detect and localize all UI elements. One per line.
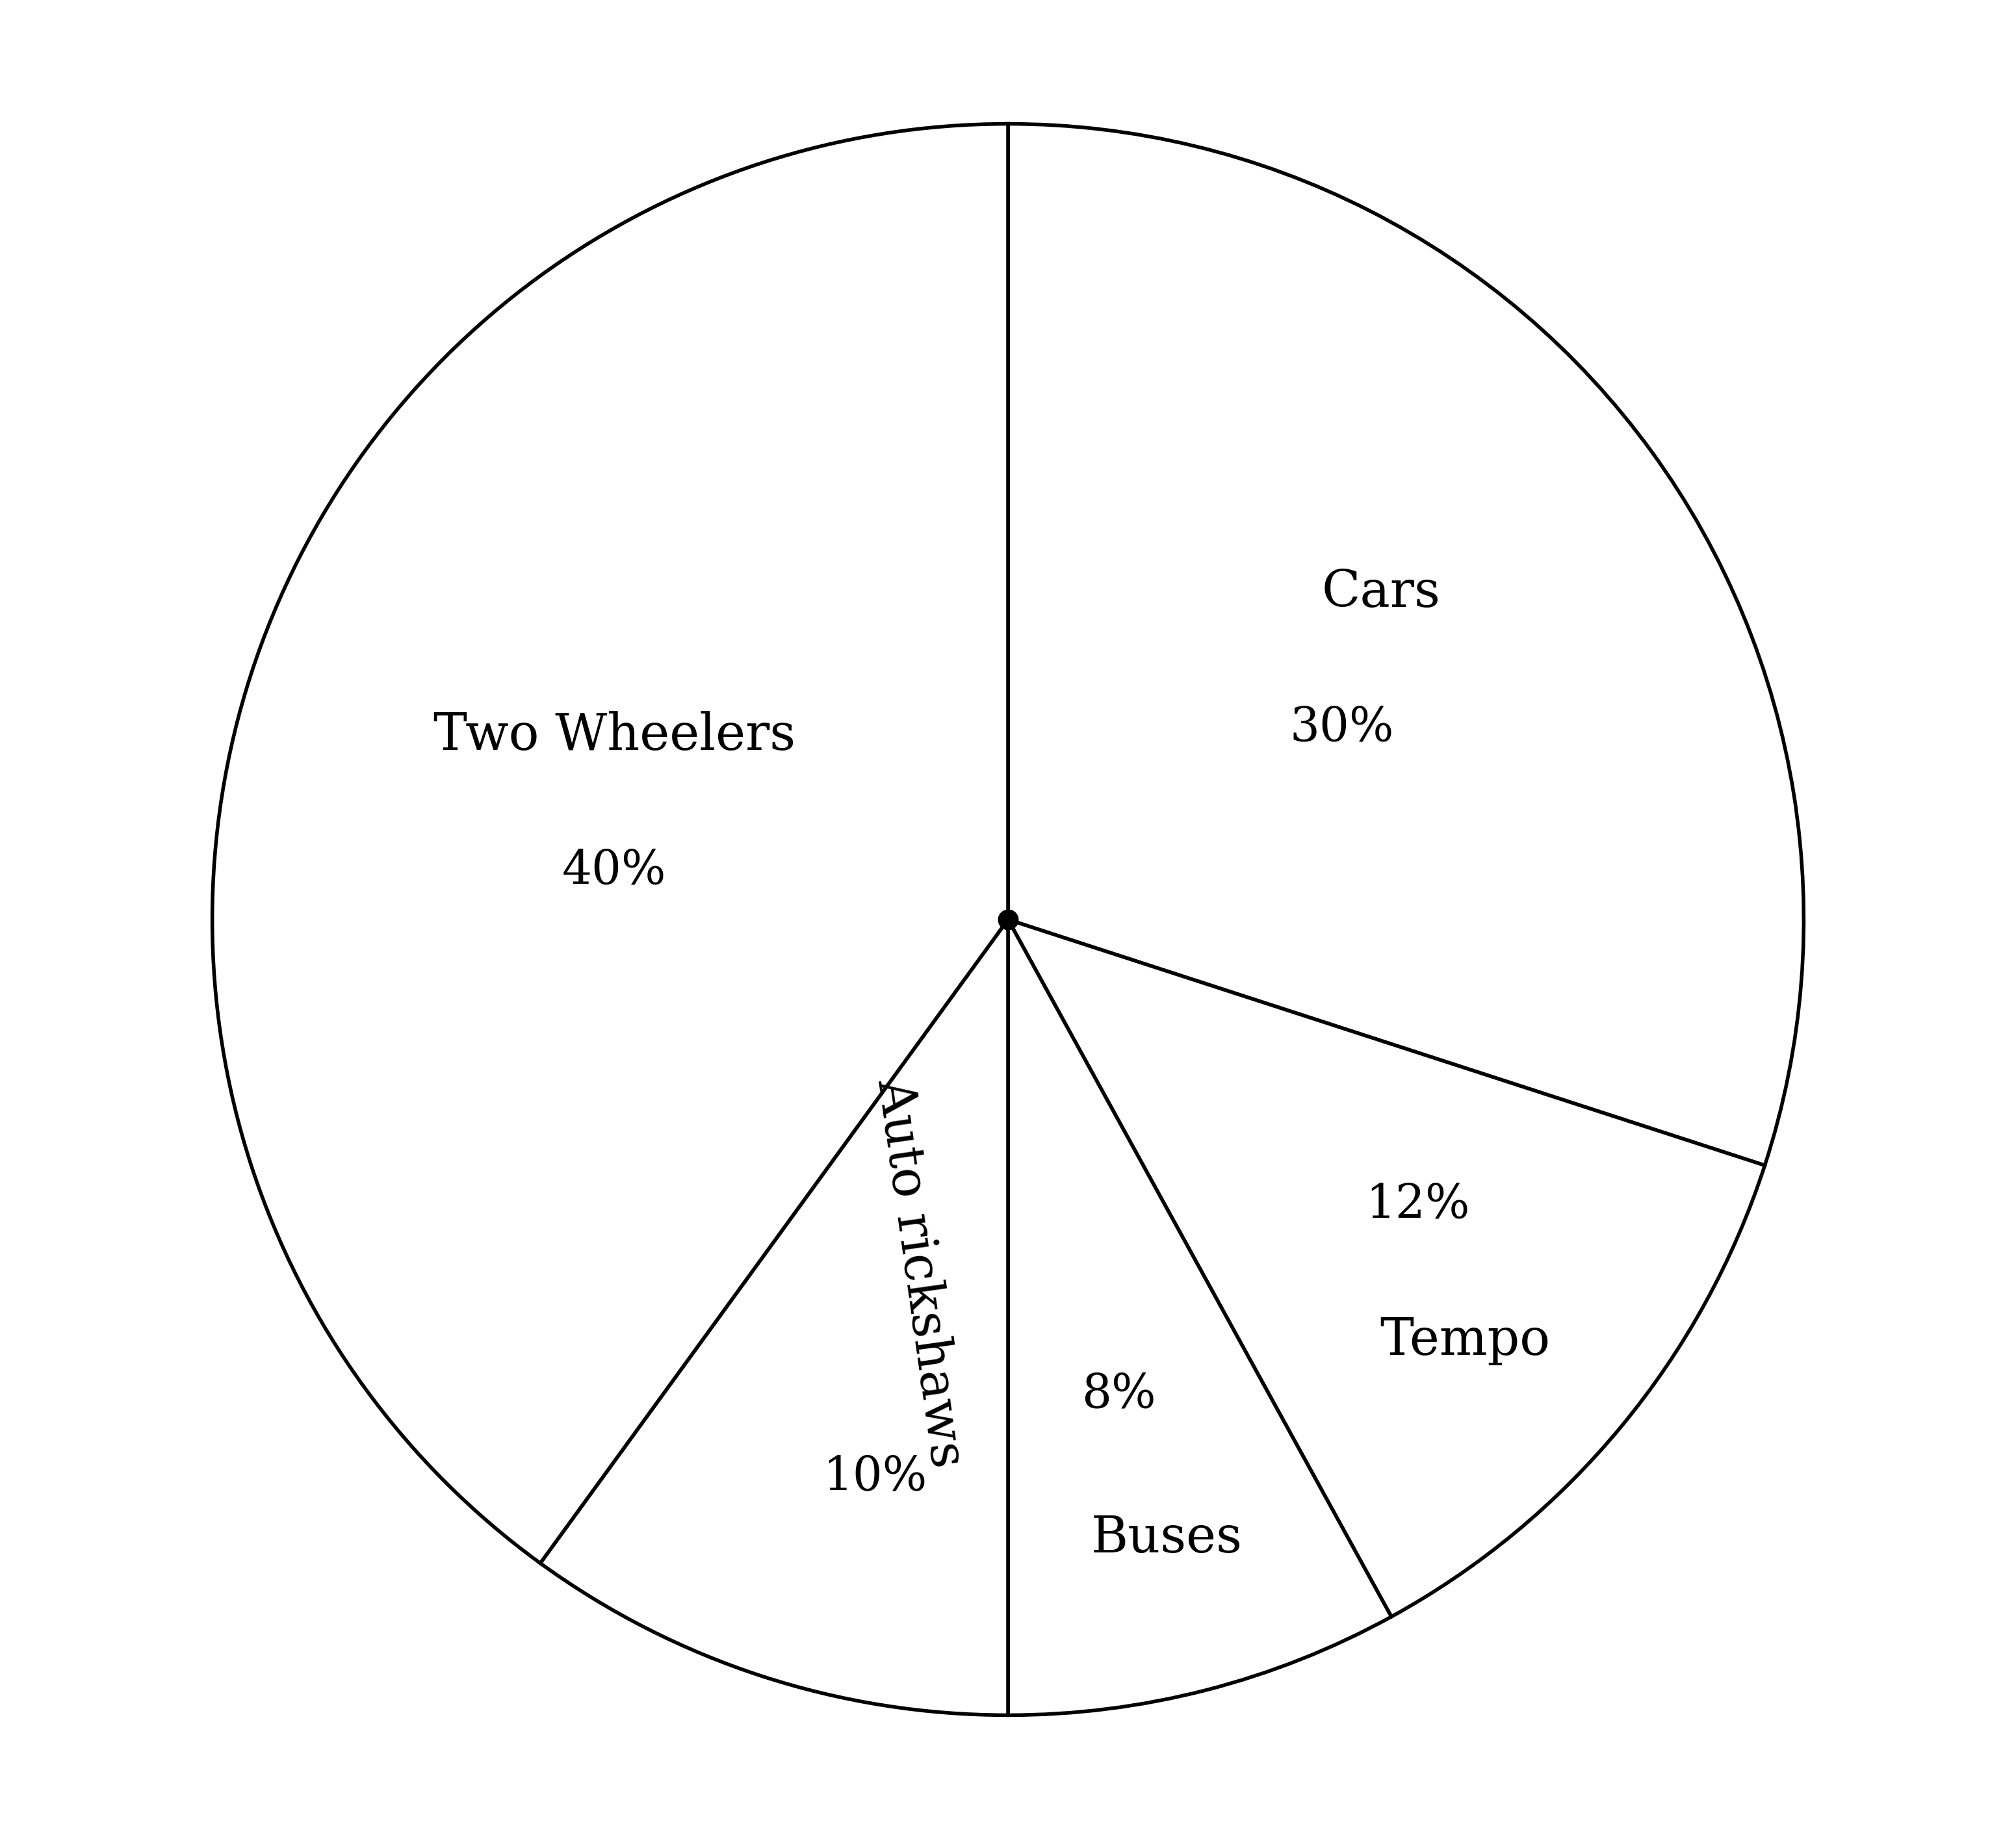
Wedge shape: [1008, 123, 1804, 1166]
Wedge shape: [1008, 920, 1764, 1616]
Text: 12%: 12%: [1365, 1182, 1470, 1228]
Text: Two Wheelers: Two Wheelers: [433, 712, 796, 761]
Text: 8%: 8%: [1081, 1372, 1155, 1418]
Text: Tempo: Tempo: [1381, 1315, 1550, 1365]
Text: Cars: Cars: [1322, 568, 1441, 618]
Wedge shape: [212, 123, 1008, 1563]
Wedge shape: [540, 920, 1008, 1716]
Text: 30%: 30%: [1290, 704, 1393, 750]
Wedge shape: [1008, 920, 1391, 1716]
Text: 10%: 10%: [823, 1455, 927, 1501]
Text: Auto rickshaws: Auto rickshaws: [869, 1076, 972, 1471]
Text: 40%: 40%: [562, 848, 667, 894]
Text: Buses: Buses: [1091, 1513, 1242, 1563]
